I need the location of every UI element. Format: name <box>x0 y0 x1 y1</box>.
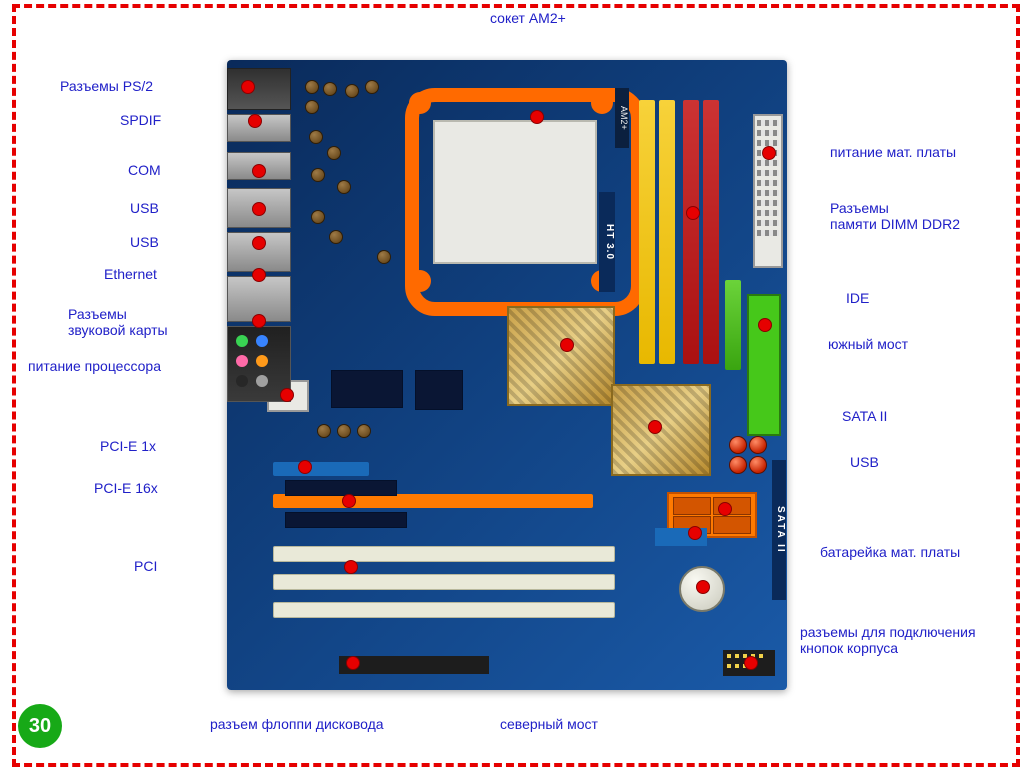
dimm-slot-3 <box>683 100 699 364</box>
callout-dot-socket <box>530 110 544 124</box>
callout-dot-sata <box>718 502 732 516</box>
label-usb2: USB <box>130 234 159 250</box>
chip <box>415 370 463 410</box>
callout-dot-usb1 <box>252 202 266 216</box>
callout-dot-pcie16 <box>342 494 356 508</box>
cpu-socket-plate <box>433 120 597 264</box>
label-batt: батарейка мат. платы <box>820 544 960 560</box>
capacitor <box>309 130 323 144</box>
motherboard: AM2+ HT 3.0 <box>227 60 787 690</box>
dimm-slot-1 <box>639 100 655 364</box>
callout-dot-cpu_pwr <box>280 388 294 402</box>
capacitor <box>305 80 319 94</box>
capacitor <box>337 180 351 194</box>
floppy-header <box>339 656 489 674</box>
capacitor <box>329 230 343 244</box>
cpu-mount-hole <box>409 92 431 114</box>
dimm-slot-2 <box>659 100 675 364</box>
capacitor <box>749 436 767 454</box>
label-pci: PCI <box>134 558 157 574</box>
capacitor <box>729 456 747 474</box>
callout-dot-com <box>252 164 266 178</box>
callout-dot-usb <box>688 526 702 540</box>
label-cpu_pwr: питание процессора <box>28 358 161 374</box>
label-dimm: Разъемы памяти DIMM DDR2 <box>830 200 960 232</box>
capacitor <box>311 168 325 182</box>
callout-dot-ide <box>758 318 772 332</box>
label-atx: питание мат. платы <box>830 144 956 160</box>
label-north: северный мост <box>500 716 598 732</box>
page-number-badge: 30 <box>18 704 62 748</box>
capacitor <box>345 84 359 98</box>
pci-slot-2 <box>273 574 615 590</box>
atx-24pin <box>753 114 783 268</box>
label-sata: SATA II <box>842 408 887 424</box>
pci-slot-1 <box>273 546 615 562</box>
capacitor <box>305 100 319 114</box>
io-ps2 <box>227 68 291 110</box>
label-ps2: Разъемы PS/2 <box>60 78 153 94</box>
label-floppy: разъем флоппи дисковода <box>210 716 384 732</box>
label-eth: Ethernet <box>104 266 157 282</box>
capacitor <box>729 436 747 454</box>
label-pcie1: PCI-E 1x <box>100 438 156 454</box>
label-south: южный мост <box>828 336 908 352</box>
callout-dot-pcie1 <box>298 460 312 474</box>
text-strip-ht: HT 3.0 <box>599 192 615 292</box>
label-pcie16: PCI-E 16x <box>94 480 158 496</box>
label-ide: IDE <box>846 290 869 306</box>
southbridge-heatsink <box>507 306 615 406</box>
label-usb1: USB <box>130 200 159 216</box>
callout-dot-fpanel <box>744 656 758 670</box>
capacitor <box>357 424 371 438</box>
callout-dot-floppy <box>346 656 360 670</box>
pcie-1x-slot <box>273 462 369 476</box>
capacitor <box>377 250 391 264</box>
callout-dot-eth <box>252 268 266 282</box>
label-usb: USB <box>850 454 879 470</box>
capacitor <box>749 456 767 474</box>
text-strip-sata: SATA II <box>772 460 786 600</box>
pci-slot-3 <box>273 602 615 618</box>
capacitor <box>317 424 331 438</box>
callout-dot-audio <box>252 314 266 328</box>
label-fpanel: разъемы для подключения кнопок корпуса <box>800 624 976 656</box>
label-audio: Разъемы звуковой карты <box>68 306 168 338</box>
callout-dot-dimm <box>686 206 700 220</box>
ide-connector <box>747 294 781 436</box>
cpu-mount-hole <box>409 270 431 292</box>
chip <box>285 480 397 496</box>
capacitor <box>327 146 341 160</box>
label-socket: сокет AM2+ <box>490 10 566 26</box>
callout-dot-atx <box>762 146 776 160</box>
pcie-16x-slot <box>273 494 593 508</box>
label-spdif: SPDIF <box>120 112 161 128</box>
callout-dot-ps2 <box>241 80 255 94</box>
callout-dot-spdif <box>248 114 262 128</box>
callout-dot-pci <box>344 560 358 574</box>
chip <box>331 370 403 408</box>
callout-dot-batt <box>696 580 710 594</box>
dimm-slot-4 <box>703 100 719 364</box>
cpu-mount-hole <box>591 92 613 114</box>
dimm-slot-green <box>725 280 741 370</box>
chip <box>285 512 407 528</box>
capacitor <box>311 210 325 224</box>
socket-text-am2: AM2+ <box>615 88 629 148</box>
capacitor <box>365 80 379 94</box>
capacitor <box>323 82 337 96</box>
capacitor <box>337 424 351 438</box>
callout-dot-south <box>560 338 574 352</box>
callout-dot-usb2 <box>252 236 266 250</box>
callout-dot-north <box>648 420 662 434</box>
label-com: COM <box>128 162 161 178</box>
